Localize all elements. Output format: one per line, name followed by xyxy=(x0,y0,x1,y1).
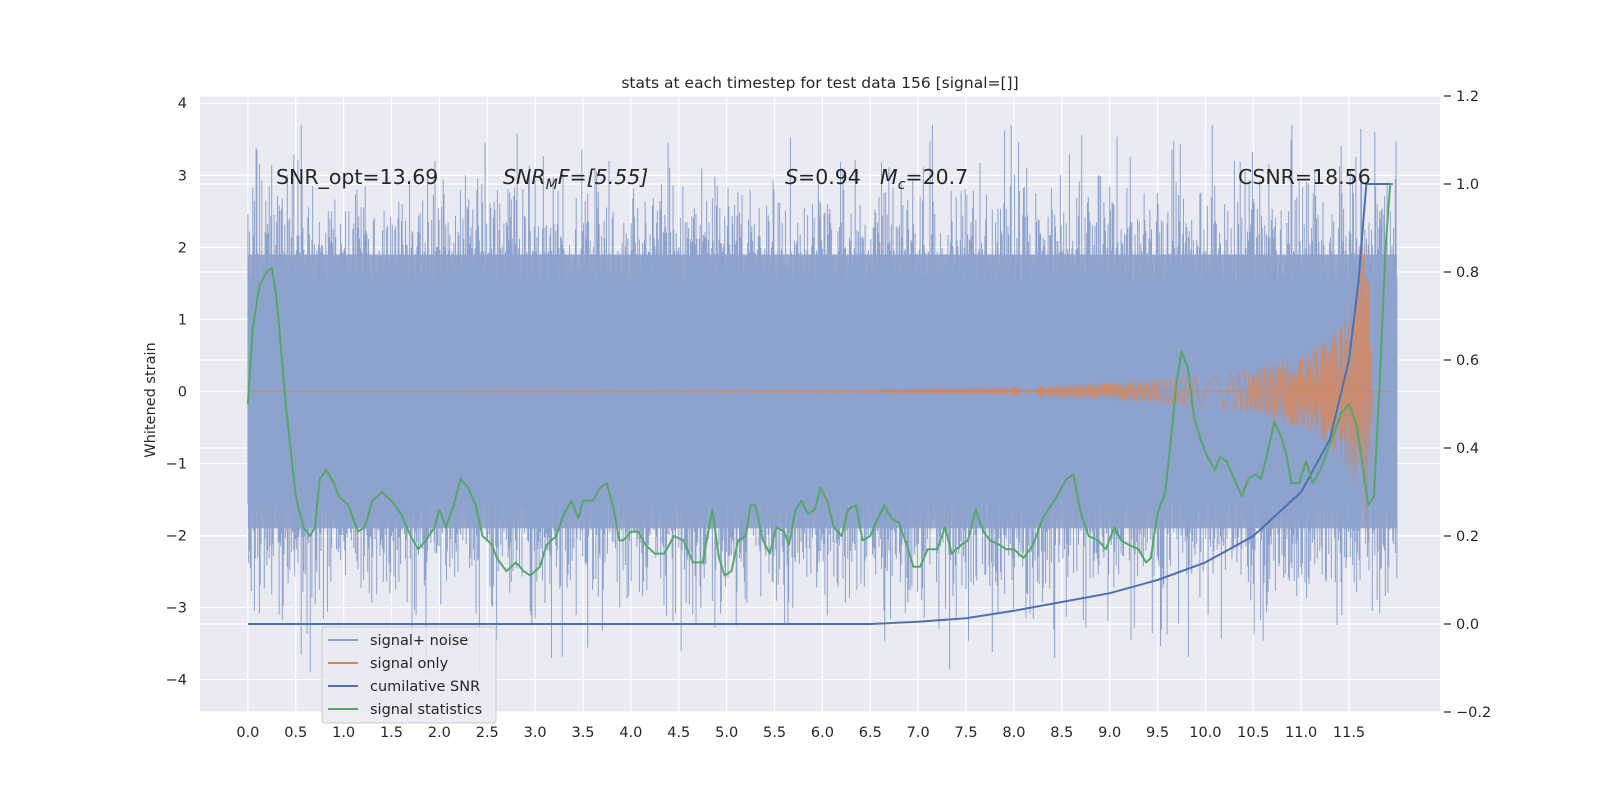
x-tick-label: 11.5 xyxy=(1333,725,1365,741)
y-tick-label: 1 xyxy=(178,312,187,328)
y2-tick-label: 0.8 xyxy=(1456,265,1479,281)
annotation-s: S=0.94 xyxy=(785,165,861,189)
x-tick-label: 0.0 xyxy=(236,725,259,741)
x-tick-label: 4.0 xyxy=(619,725,642,741)
x-tick-label: 6.0 xyxy=(811,725,834,741)
signal-statistics-line xyxy=(246,183,1394,577)
legend-label-signal-only: signal only xyxy=(370,656,449,672)
y2-tick-label: 0.2 xyxy=(1456,529,1479,545)
annotation-snr-opt: SNR_opt=13.69 xyxy=(276,165,438,190)
y2-tick-label: 1.2 xyxy=(1456,89,1479,105)
x-tick-label: 1.5 xyxy=(380,725,403,741)
legend-box xyxy=(321,626,497,724)
cumulative-snr-line xyxy=(247,183,1393,625)
y-axis-right: −0.2 0.0 0.2 0.4 0.6 0.8 1.0 1.2 xyxy=(1444,89,1491,721)
x-tick-label: 1.0 xyxy=(332,725,355,741)
x-axis: 0.0 0.5 1.0 1.5 2.0 2.5 3.0 3.5 4.0 4.5 5.0 5.5 6.0 6… xyxy=(236,725,1365,741)
series-lines xyxy=(246,183,1394,625)
y-tick-label: 2 xyxy=(178,240,187,256)
annotation-csnr: CSNR=18.56 xyxy=(1238,165,1371,189)
y2-tick-label: −0.2 xyxy=(1456,705,1491,721)
y-tick-label: −2 xyxy=(166,528,187,544)
y-axis-left: −4 −3 −2 −1 0 1 2 3 4 xyxy=(166,96,187,688)
x-tick-label: 9.5 xyxy=(1146,725,1169,741)
x-tick-label: 5.0 xyxy=(715,725,738,741)
y-tick-label: 4 xyxy=(178,96,187,112)
y2-tick-label: 0.6 xyxy=(1456,353,1479,369)
x-tick-label: 8.5 xyxy=(1050,725,1073,741)
annotation-snr-mf: SNRMF=[5.55] xyxy=(503,165,648,193)
x-tick-label: 7.0 xyxy=(907,725,930,741)
x-tick-label: 2.0 xyxy=(428,725,451,741)
chart-title: stats at each timestep for test data 156… xyxy=(621,74,1018,92)
x-tick-label: 3.0 xyxy=(524,725,547,741)
x-tick-label: 8.0 xyxy=(1002,725,1025,741)
x-tick-label: 10.0 xyxy=(1189,725,1221,741)
y2-tick-label: 0.4 xyxy=(1456,441,1479,457)
x-tick-label: 0.5 xyxy=(284,725,307,741)
annotation-mc: Mc=20.7 xyxy=(880,165,968,193)
y-tick-label: −1 xyxy=(166,456,187,472)
y2-tick-label: 1.0 xyxy=(1456,177,1479,193)
legend-label-cumulative-snr: cumilative SNR xyxy=(370,679,480,695)
x-tick-label: 3.5 xyxy=(571,725,594,741)
x-tick-label: 7.5 xyxy=(954,725,977,741)
x-tick-label: 9.0 xyxy=(1098,725,1121,741)
x-tick-label: 2.5 xyxy=(476,725,499,741)
y-tick-label: 3 xyxy=(178,168,187,184)
legend-label-signal-statistics: signal statistics xyxy=(370,702,482,718)
series-signal-only xyxy=(247,244,1393,545)
x-tick-label: 5.5 xyxy=(763,725,786,741)
x-tick-label: 11.0 xyxy=(1285,725,1317,741)
x-tick-label: 6.5 xyxy=(859,725,882,741)
y-tick-label: 0 xyxy=(178,384,187,400)
y-axis-label: Whitened strain xyxy=(143,342,159,457)
legend-label-signal-noise: signal+ noise xyxy=(370,633,468,649)
x-tick-label: 4.5 xyxy=(667,725,690,741)
y-tick-label: −4 xyxy=(166,673,187,689)
y-tick-label: −3 xyxy=(166,601,187,617)
y2-tick-label: 0.0 xyxy=(1456,617,1479,633)
legend: signal+ noise signal only cumilative SNR… xyxy=(321,626,497,724)
x-tick-label: 10.5 xyxy=(1237,725,1269,741)
